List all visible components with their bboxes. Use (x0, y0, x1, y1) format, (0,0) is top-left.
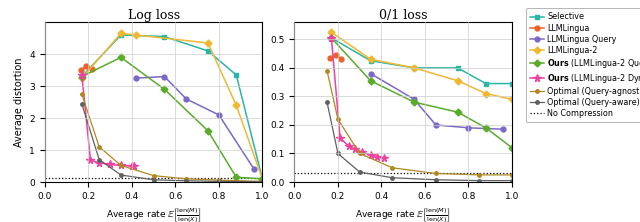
Title: 0/1 loss: 0/1 loss (379, 9, 428, 22)
Y-axis label: Average distortion: Average distortion (14, 57, 24, 147)
Title: Log loss: Log loss (127, 9, 180, 22)
Legend: Selective, LLMLingua, LLMLingua Query, LLMLingua-2, $\mathbf{Ours}$ (LLMLingua-2: Selective, LLMLingua, LLMLingua Query, L… (525, 8, 640, 122)
X-axis label: Average rate $\mathbb{E}\left[\frac{\mathrm{len}(M)}{\mathrm{len}(X)}\right]$: Average rate $\mathbb{E}\left[\frac{\mat… (106, 206, 202, 222)
X-axis label: Average rate $\mathbb{E}\left[\frac{\mathrm{len}(M)}{\mathrm{len}(X)}\right]$: Average rate $\mathbb{E}\left[\frac{\mat… (355, 206, 451, 222)
